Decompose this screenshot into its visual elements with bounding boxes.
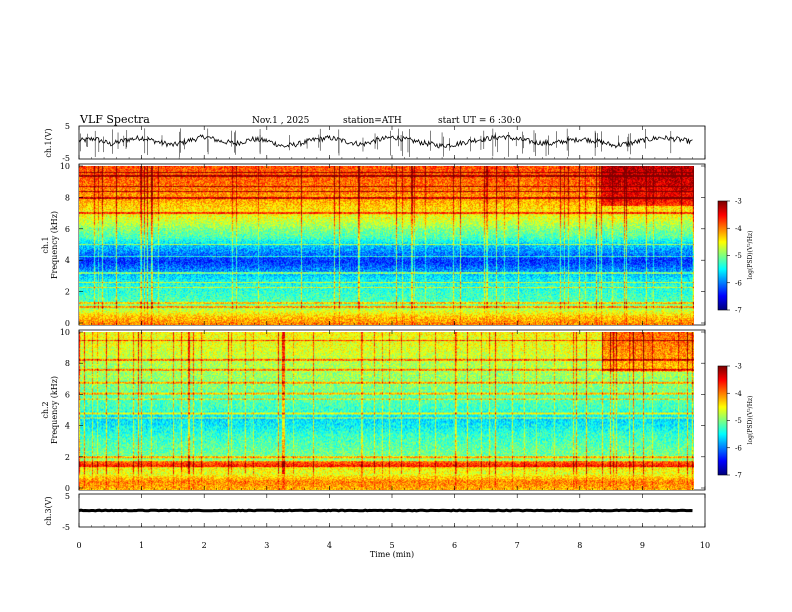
colorbar-tick-label: -5 [735,417,742,425]
colorbar-tick-label: -5 [735,252,742,260]
colorbar-tick-label: -6 [735,444,742,452]
ch1-spectrogram-panel: 0 2 4 6 8 10 ch.1 Frequency (kHz) [41,162,706,328]
ch1-colorbar: -3 -4 -5 -6 -7 log(PSD)(V²/Hz) [717,198,754,315]
ch2-spectrogram-channel-label: ch.2 [41,401,50,418]
date-label: Nov.1 , 2025 [252,116,310,126]
spec-ytick-label: 4 [65,256,70,265]
ch1-waveform-ytick-bottom: -5 [62,154,70,163]
time-tick-label: 5 [389,541,394,550]
ch1-waveform-panel: 5 -5 ch.1(V) [44,122,706,163]
colorbar-tick-label: -3 [735,363,742,371]
time-tick-label: 4 [327,541,332,550]
ch2-colorbar-label: log(PSD)(V²/Hz) [747,396,754,445]
spec-ytick-label: 0 [65,484,70,493]
spec-ytick-label: 10 [60,162,70,171]
ch1-waveform-line [78,133,693,149]
time-tick-label: 1 [139,541,144,550]
time-axis: 0 1 2 3 4 5 6 7 8 9 10 [76,126,710,550]
station-label: station=ATH [343,116,402,126]
ch2-colorbar-ticks: -3 -4 -5 -6 -7 [727,363,742,480]
ch2-colorbar-gradient [718,366,727,475]
ch1-waveform-ytick-top: 5 [65,122,70,131]
ch3-waveform-line [78,508,693,513]
spec-ytick-label: 8 [65,359,70,368]
ch1-colorbar-ticks: -3 -4 -5 -6 -7 [727,198,742,315]
ch1-colorbar-gradient [718,201,727,310]
ch1-spectrogram-yaxis: 0 2 4 6 8 10 [60,162,705,328]
ch3-waveform-ylabel: ch.3(V) [44,496,53,525]
ch2-spectrogram-yaxis: 0 2 4 6 8 10 [60,328,705,493]
time-tick-label: 8 [577,541,582,550]
ch2-colorbar: -3 -4 -5 -6 -7 log(PSD)(V²/Hz) [717,363,754,480]
spec-ytick-label: 2 [65,288,70,297]
ch2-spectrogram-image [79,332,694,490]
ch2-spectrogram-panel: 0 2 4 6 8 10 ch.2 Frequency (kHz) [41,328,706,493]
colorbar-tick-label: -7 [735,472,742,480]
ch2-spectrogram-ylabel: Frequency (kHz) [50,376,59,444]
spec-ytick-label: 8 [65,193,70,202]
time-tick-label: 2 [202,541,207,550]
colorbar-tick-label: -7 [735,307,742,315]
time-tick-label: 7 [515,541,520,550]
start-time-label: start UT = 6 :30:0 [438,116,521,126]
ch1-waveform-spikes [79,128,672,158]
colorbar-tick-label: -6 [735,279,742,287]
ch1-spectrogram-ylabel: Frequency (kHz) [50,211,59,279]
spec-ytick-label: 4 [65,422,70,431]
ch1-waveform-frame [78,125,706,160]
time-tick-label: 0 [76,541,81,550]
colorbar-tick-label: -4 [735,225,742,233]
ch1-spectrogram-channel-label: ch.1 [41,236,50,253]
ch1-waveform-ylabel: ch.1(V) [44,128,53,157]
ch3-waveform-ytick-top: 5 [65,492,70,501]
ch1-spectrogram-image [79,166,694,325]
spec-ytick-label: 10 [60,328,70,337]
ch1-colorbar-label: log(PSD)(V²/Hz) [747,231,754,280]
figure-title: VLF Spectra [79,113,150,126]
time-tick-label: 3 [264,541,269,550]
spec-ytick-label: 6 [65,225,70,234]
colorbar-tick-label: -3 [735,198,742,206]
ch3-waveform-panel: 5 -5 ch.3(V) [44,492,706,532]
time-axis-label: Time (min) [370,550,414,559]
time-tick-label: 9 [640,541,645,550]
ch3-waveform-ytick-bottom: -5 [62,523,70,532]
spec-ytick-label: 2 [65,453,70,462]
time-tick-label: 6 [452,541,457,550]
time-tick-label: 10 [700,541,710,550]
spec-ytick-label: 6 [65,390,70,399]
spec-ytick-label: 0 [65,319,70,328]
colorbar-tick-label: -4 [735,390,742,398]
